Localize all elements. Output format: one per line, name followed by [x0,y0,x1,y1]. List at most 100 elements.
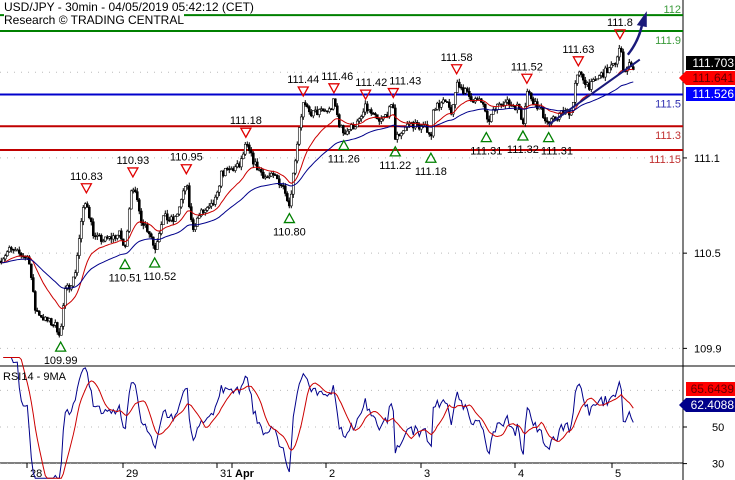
resistance-triangle-icon [126,167,140,179]
candle-body [465,88,469,92]
resistance-triangle-icon [327,83,341,95]
candle-body [453,92,457,105]
resistance-triangle-icon [297,86,310,98]
x-tick-label: 3 [424,468,430,480]
candle-body [203,210,207,213]
candle-body [63,288,67,307]
candle-body [369,109,373,114]
candle-body [267,175,271,178]
candle-body [303,102,307,106]
candle-body [5,251,9,257]
x-tick-label: Apr [235,468,255,480]
candle-body [73,272,77,278]
candle-body [467,90,471,97]
candle-body [631,66,635,70]
candle-body [507,99,511,106]
chart-source: Research © TRADING CENTRAL [4,13,184,27]
candle-body [169,216,173,221]
candle-body [167,219,171,222]
candle-body [469,96,473,102]
candle-body [361,111,365,117]
candle-body [229,168,233,170]
candle-body [7,247,11,253]
candle-body [413,121,417,129]
rsi-line [3,356,634,479]
candle-body [147,231,151,235]
support-label: 110.80 [273,227,306,239]
candle-body [489,114,493,122]
candle-body [175,213,179,217]
candle-body [183,186,187,192]
resistance-triangle-icon [180,164,193,176]
x-tick-label: 4 [518,468,524,480]
candle-body [155,241,159,250]
candle-body [75,255,79,273]
candle-body [299,116,303,128]
resistance-label: 111.44 [287,74,319,86]
resistance-label: 111.63 [562,44,594,56]
support-triangle-icon [480,131,493,143]
candle-body [119,230,123,240]
resistance-label: 110.83 [70,171,103,183]
candle-body [83,203,87,208]
resistance-label: 111.18 [230,115,262,127]
candle-body [301,102,305,118]
candle-body [135,191,139,201]
candle-body [39,315,43,318]
candle-body [233,166,237,171]
candle-body [153,244,157,250]
resistance-label: 111.58 [441,52,473,64]
candle-body [335,105,339,115]
candle-body [97,234,101,237]
candle-body [87,206,91,219]
candle-body [163,213,167,217]
support-triangle-icon [118,258,132,270]
candle-body [129,190,133,210]
resistance-triangle-icon [520,73,533,85]
candle-body [275,174,279,180]
candle-body [427,132,431,135]
candle-body [101,240,105,243]
forecast-arrowhead [636,11,647,28]
resistance-triangle-icon [387,87,400,99]
level-label: 111.3 [655,130,681,142]
candle-body [607,67,611,74]
candle-body [227,168,231,171]
resistance-label: 111.43 [389,76,421,88]
candle-body [499,103,503,106]
support-triangle-icon [389,145,402,157]
candle-body [457,81,461,88]
candle-body [215,191,219,198]
candle-body [359,116,363,120]
resistance-triangle-icon [80,183,93,195]
x-tick-label: 29 [126,468,138,480]
support-triangle-icon [283,212,296,224]
candle-body [61,305,65,327]
resistance-label: 111.52 [511,61,543,73]
rsi-ma-line [3,356,634,479]
last-price-pointer [679,71,686,85]
candle-body [271,173,275,175]
candle-body [91,221,95,237]
candle-body [179,199,183,208]
candle-body [139,210,143,223]
candle-body [117,230,121,236]
candle-body [123,245,127,247]
candle-body [29,263,33,278]
candle-body [49,318,53,326]
support-label: 111.31 [541,146,573,158]
candle-body [111,235,115,240]
candle-body [209,203,213,207]
candle-body [35,310,39,312]
support-label: 109.99 [44,355,78,367]
candle-body [59,326,63,336]
candle-body [195,217,199,227]
support-label: 110.51 [109,273,142,285]
candle-body [107,236,111,239]
candle-body [55,322,59,333]
candle-body [617,48,621,58]
candle-body [93,235,97,238]
candle-body [403,127,407,132]
candle-body [85,203,89,208]
